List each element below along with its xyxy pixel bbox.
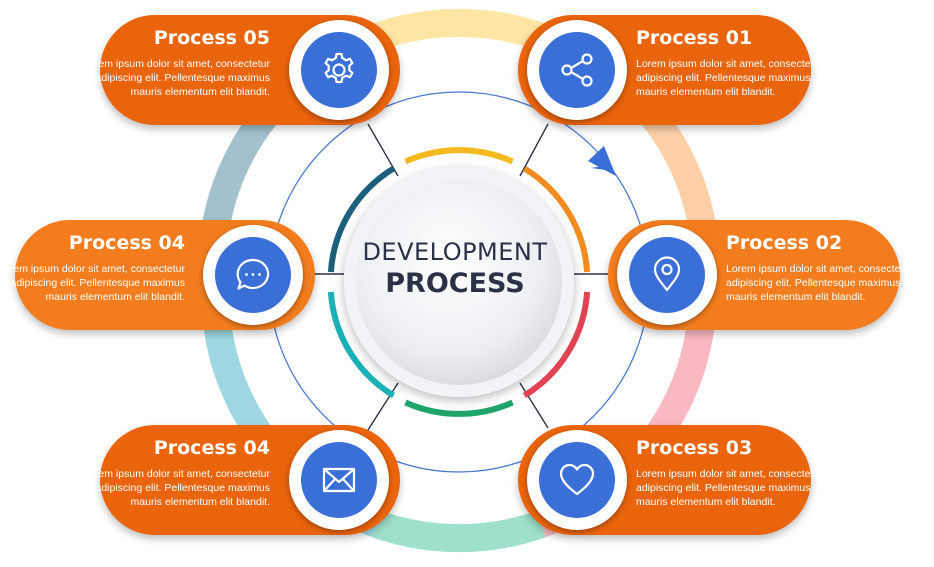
orbit-arrow-head	[588, 146, 616, 176]
chat-icon	[236, 258, 270, 290]
process-02-description: Lorem ipsum dolor sit amet, consectetur …	[726, 263, 913, 303]
connector-lines	[306, 123, 612, 431]
center-label: DEVELOPMENT PROCESS	[345, 238, 565, 299]
process-03-badge	[527, 430, 627, 530]
process-04-mail-title: Process 04	[153, 437, 270, 459]
process-01-title: Process 01	[636, 27, 753, 49]
process-04-chat-title: Process 04	[68, 232, 185, 254]
process-04-chat-badge	[203, 225, 303, 325]
envelope-icon	[322, 467, 356, 493]
gear-icon	[324, 52, 354, 84]
process-05-title: Process 05	[153, 27, 270, 49]
process-04-chat-description: Lorem ipsum dolor sit amet, consectetur …	[0, 263, 185, 303]
location-pin-icon	[653, 256, 681, 292]
center-title-line1: DEVELOPMENT	[362, 238, 548, 266]
center-disc	[356, 179, 562, 385]
share-icon	[561, 53, 593, 87]
process-01-card: Process 01 Lorem ipsum dolor sit amet, c…	[518, 15, 823, 125]
process-03-description: Lorem ipsum dolor sit amet, consectetur …	[636, 468, 823, 508]
process-05-description: Lorem ipsum dolor sit amet, consectetur …	[83, 58, 270, 98]
heart-icon	[559, 463, 595, 496]
process-05-badge	[289, 20, 389, 120]
center-title-line2: PROCESS	[385, 268, 525, 299]
process-03-title: Process 03	[636, 437, 753, 459]
process-02-title: Process 02	[726, 232, 843, 254]
process-01-description: Lorem ipsum dolor sit amet, consectetur …	[636, 58, 823, 98]
inner-ring	[327, 147, 591, 417]
process-04-mail-badge	[289, 430, 389, 530]
process-02-badge	[617, 225, 717, 325]
process-01-badge	[527, 20, 627, 120]
process-04-mail-description: Lorem ipsum dolor sit amet, consectetur …	[83, 468, 270, 508]
